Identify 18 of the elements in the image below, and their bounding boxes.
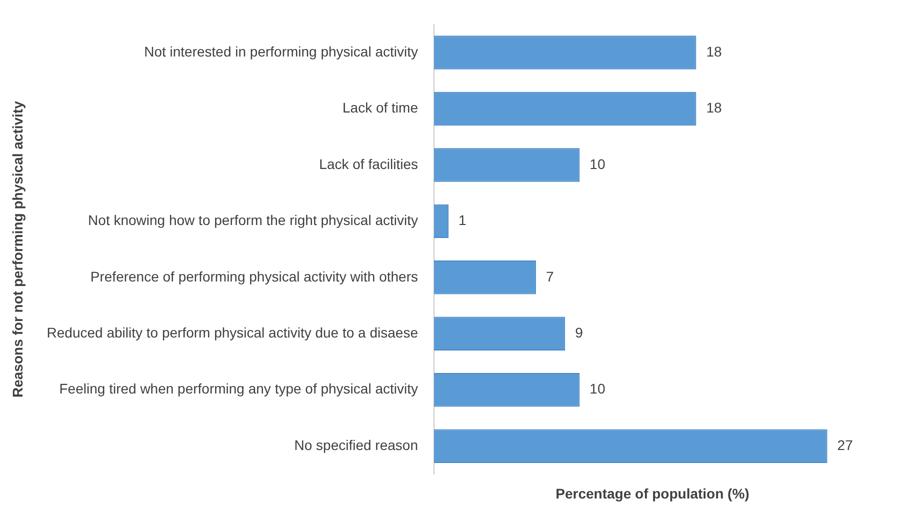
- data-label: 27: [837, 436, 854, 453]
- data-label: 7: [546, 268, 554, 284]
- y-tick-label: Not interested in performing physical activity: [144, 43, 418, 60]
- y-tick-label: Lack of facilities: [319, 156, 418, 172]
- y-tick-label: No specified reason: [294, 436, 418, 453]
- data-label: 1: [458, 212, 467, 228]
- data-label: 10: [590, 156, 606, 172]
- data-label: 10: [590, 380, 606, 397]
- data-label: 18: [706, 100, 722, 116]
- y-tick-label: Not knowing how to perform the right physical activity: [88, 212, 418, 228]
- x-axis-title: Percentage of population (%): [556, 485, 750, 502]
- y-tick-label: Lack of time: [342, 100, 418, 116]
- y-tick-label: Feeling tired when performing any type of physical activity: [59, 380, 418, 397]
- data-label: 18: [706, 43, 722, 60]
- y-tick-label: Preference of performing physical activity with others: [90, 268, 418, 284]
- y-tick-label: Reduced ability to perform physical activity due to a disaese: [46, 324, 418, 340]
- data-label: 9: [575, 324, 584, 340]
- y-axis-title: Reasons for not performing physical activity: [9, 100, 26, 398]
